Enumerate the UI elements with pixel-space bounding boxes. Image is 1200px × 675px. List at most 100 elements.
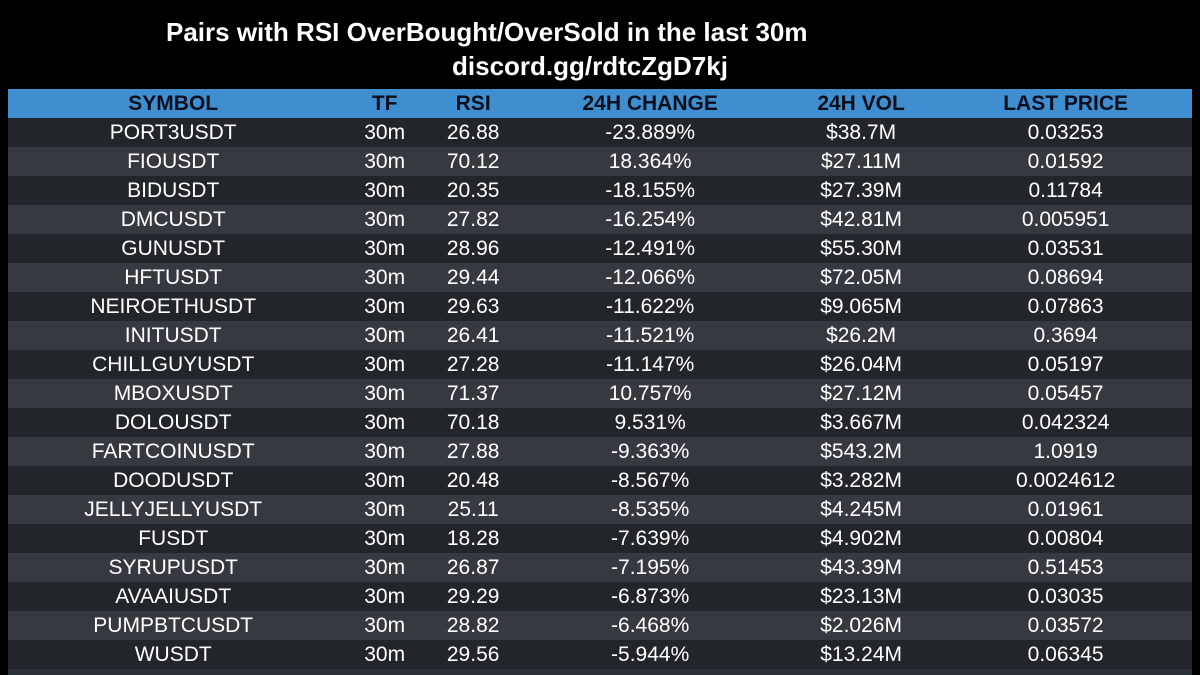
cell-24h-change: -6.468% xyxy=(611,613,690,637)
column-header-24h-vol[interactable]: 24H VOL xyxy=(817,91,905,115)
cell-rsi: 28.82 xyxy=(446,613,500,637)
column-header-24h-change[interactable]: 24H CHANGE xyxy=(582,91,718,115)
cell-24h-vol: $27.39M xyxy=(820,178,902,202)
cell-rsi: 29.63 xyxy=(446,294,500,318)
table-row[interactable]: FARTCOINUSDT 30m 27.88 -9.363% $543.2M 1.0919 xyxy=(8,437,1192,466)
table-row[interactable]: SYRUPUSDT 30m 26.87 -7.195% $43.39M 0.51453 xyxy=(8,553,1192,582)
table-row[interactable]: DMCUSDT 30m 27.82 -16.254% $42.81M 0.005951 xyxy=(8,205,1192,234)
cell-tf: 30m xyxy=(364,149,406,173)
cell-24h-vol: $26.04M xyxy=(820,352,902,376)
table-row[interactable]: CHILLGUYUSDT 30m 27.28 -11.147% $26.04M 0.051… xyxy=(8,350,1192,379)
cell-symbol: BIDUSDT xyxy=(127,178,220,202)
cell-rsi: 71.37 xyxy=(446,381,500,405)
cell-tf: 30m xyxy=(364,323,406,347)
cell-24h-vol: $43.39M xyxy=(820,555,902,579)
cell-24h-vol: $38.7M xyxy=(826,120,897,144)
cell-rsi: 29.29 xyxy=(446,584,500,608)
cell-symbol: FUSDT xyxy=(138,526,209,550)
cell-24h-change: -6.873% xyxy=(611,584,690,608)
column-header-last-price[interactable]: LAST PRICE xyxy=(1003,91,1129,115)
cell-last-price: 0.03253 xyxy=(1027,120,1104,144)
cell-24h-vol: $3.282M xyxy=(820,468,902,492)
cell-last-price: 0.01961 xyxy=(1027,497,1104,521)
table-row[interactable]: PORT3USDT 30m 26.88 -23.889% $38.7M 0.03253 xyxy=(8,118,1192,147)
cell-tf: 30m xyxy=(364,236,406,260)
cell-last-price: 1.0919 xyxy=(1033,439,1098,463)
cell-rsi: 70.18 xyxy=(446,410,500,434)
cell-tf: 30m xyxy=(364,381,406,405)
page-title: Pairs with RSI OverBought/OverSold in th… xyxy=(166,17,808,47)
cell-symbol: SYRUPUSDT xyxy=(108,555,238,579)
cell-24h-vol: $27.12M xyxy=(820,381,902,405)
discord-invite-link[interactable]: discord.gg/rdtcZgD7kj xyxy=(452,51,728,81)
cell-24h-vol: $27.11M xyxy=(821,149,902,173)
cell-tf: 30m xyxy=(364,178,406,202)
cell-24h-change: -7.195% xyxy=(611,555,690,579)
column-header-symbol[interactable]: SYMBOL xyxy=(128,91,219,115)
cell-24h-change: 10.757% xyxy=(608,381,692,405)
cell-rsi: 28.96 xyxy=(446,236,500,260)
table-row[interactable]: AVAAIUSDT 30m 29.29 -6.873% $23.13M 0.03035 xyxy=(8,582,1192,611)
cell-symbol: DMCUSDT xyxy=(120,207,226,231)
table-row[interactable]: JELLYJELLYUSDT 30m 25.11 -8.535% $4.245M 0.01… xyxy=(8,495,1192,524)
cell-symbol: PUMPBTCUSDT xyxy=(93,613,254,637)
cell-tf: 30m xyxy=(364,642,406,666)
cell-24h-vol: $55.30M xyxy=(820,236,902,260)
cell-24h-vol: $2.026M xyxy=(820,613,902,637)
cell-24h-change: -12.066% xyxy=(605,265,696,289)
cell-last-price: 0.06345 xyxy=(1027,642,1104,666)
cell-24h-vol: $42.81M xyxy=(820,207,902,231)
cell-24h-change: -18.155% xyxy=(605,178,696,202)
cell-symbol: HFTUSDT xyxy=(124,265,223,289)
table-header-row: SYMBOL TF RSI 24H CHANGE 24H VOL LAST PR… xyxy=(8,89,1192,118)
cell-symbol: AVAAIUSDT xyxy=(115,584,232,608)
cell-tf: 30m xyxy=(364,584,406,608)
table-row[interactable]: INITUSDT 30m 26.41 -11.521% $26.2M 0.3694 xyxy=(8,321,1192,350)
cell-symbol: WUSDT xyxy=(134,642,212,666)
cell-rsi: 26.88 xyxy=(446,120,500,144)
cell-24h-change: -8.567% xyxy=(611,468,690,492)
table-row[interactable]: MBOXUSDT 30m 71.37 10.757% $27.12M 0.05457 xyxy=(8,379,1192,408)
cell-tf: 30m xyxy=(364,207,406,231)
column-header-tf[interactable]: TF xyxy=(371,91,398,115)
cell-rsi: 18.28 xyxy=(446,526,500,550)
cell-last-price: 0.03531 xyxy=(1027,236,1104,260)
table-row[interactable]: DOLOUSDT 30m 70.18 9.531% $3.667M 0.042324 xyxy=(8,408,1192,437)
cell-last-price: 0.00804 xyxy=(1027,526,1104,550)
cell-24h-vol: $13.24M xyxy=(820,642,902,666)
cell-symbol: DOLOUSDT xyxy=(114,410,232,434)
cell-symbol: FIOUSDT xyxy=(127,149,220,173)
table-row[interactable]: FUSDT 30m 18.28 -7.639% $4.902M 0.00804 xyxy=(8,524,1192,553)
table-row[interactable]: HFTUSDT 30m 29.44 -12.066% $72.05M 0.08694 xyxy=(8,263,1192,292)
table-row[interactable]: BIDUSDT 30m 20.35 -18.155% $27.39M 0.11784 xyxy=(8,176,1192,205)
table-row[interactable]: FIOUSDT 30m 70.12 18.364% $27.11M 0.01592 xyxy=(8,147,1192,176)
column-header-rsi[interactable]: RSI xyxy=(455,91,491,115)
cell-last-price: 0.3694 xyxy=(1033,323,1098,347)
cell-rsi: 29.56 xyxy=(446,642,500,666)
cell-last-price: 0.07863 xyxy=(1027,294,1104,318)
cell-rsi: 25.11 xyxy=(447,497,499,521)
cell-24h-change: 9.531% xyxy=(614,410,686,434)
cell-last-price: 0.0024612 xyxy=(1015,468,1116,492)
cell-symbol: CHILLGUYUSDT xyxy=(92,352,255,376)
cell-tf: 30m xyxy=(364,439,406,463)
table-row[interactable]: WUSDT 30m 29.56 -5.944% $13.24M 0.06345 xyxy=(8,640,1192,669)
table-row[interactable]: GUNUSDT 30m 28.96 -12.491% $55.30M 0.03531 xyxy=(8,234,1192,263)
table-row[interactable]: NEIROETHUSDT 30m 29.63 -11.622% $9.065M 0.078… xyxy=(8,292,1192,321)
cell-24h-change: -7.639% xyxy=(611,526,690,550)
cell-24h-change: -9.363% xyxy=(611,439,690,463)
cell-24h-vol: $9.065M xyxy=(820,294,902,318)
cell-24h-vol: $543.2M xyxy=(820,439,902,463)
table-row[interactable]: PUMPBTCUSDT 30m 28.82 -6.468% $2.026M 0.03572 xyxy=(8,611,1192,640)
cell-24h-change: -12.491% xyxy=(605,236,696,260)
cell-24h-vol: $72.05M xyxy=(820,265,902,289)
cell-symbol: FARTCOINUSDT xyxy=(91,439,255,463)
cell-last-price: 0.01592 xyxy=(1027,149,1104,173)
cell-tf: 30m xyxy=(364,526,406,550)
table-row[interactable]: DOODUSDT 30m 20.48 -8.567% $3.282M 0.0024612 xyxy=(8,466,1192,495)
cell-tf: 30m xyxy=(364,294,406,318)
cell-rsi: 27.28 xyxy=(446,352,500,376)
cell-symbol: NEIROETHUSDT xyxy=(90,294,257,318)
cell-last-price: 0.05457 xyxy=(1027,381,1104,405)
cell-24h-change: -11.622% xyxy=(605,294,695,318)
